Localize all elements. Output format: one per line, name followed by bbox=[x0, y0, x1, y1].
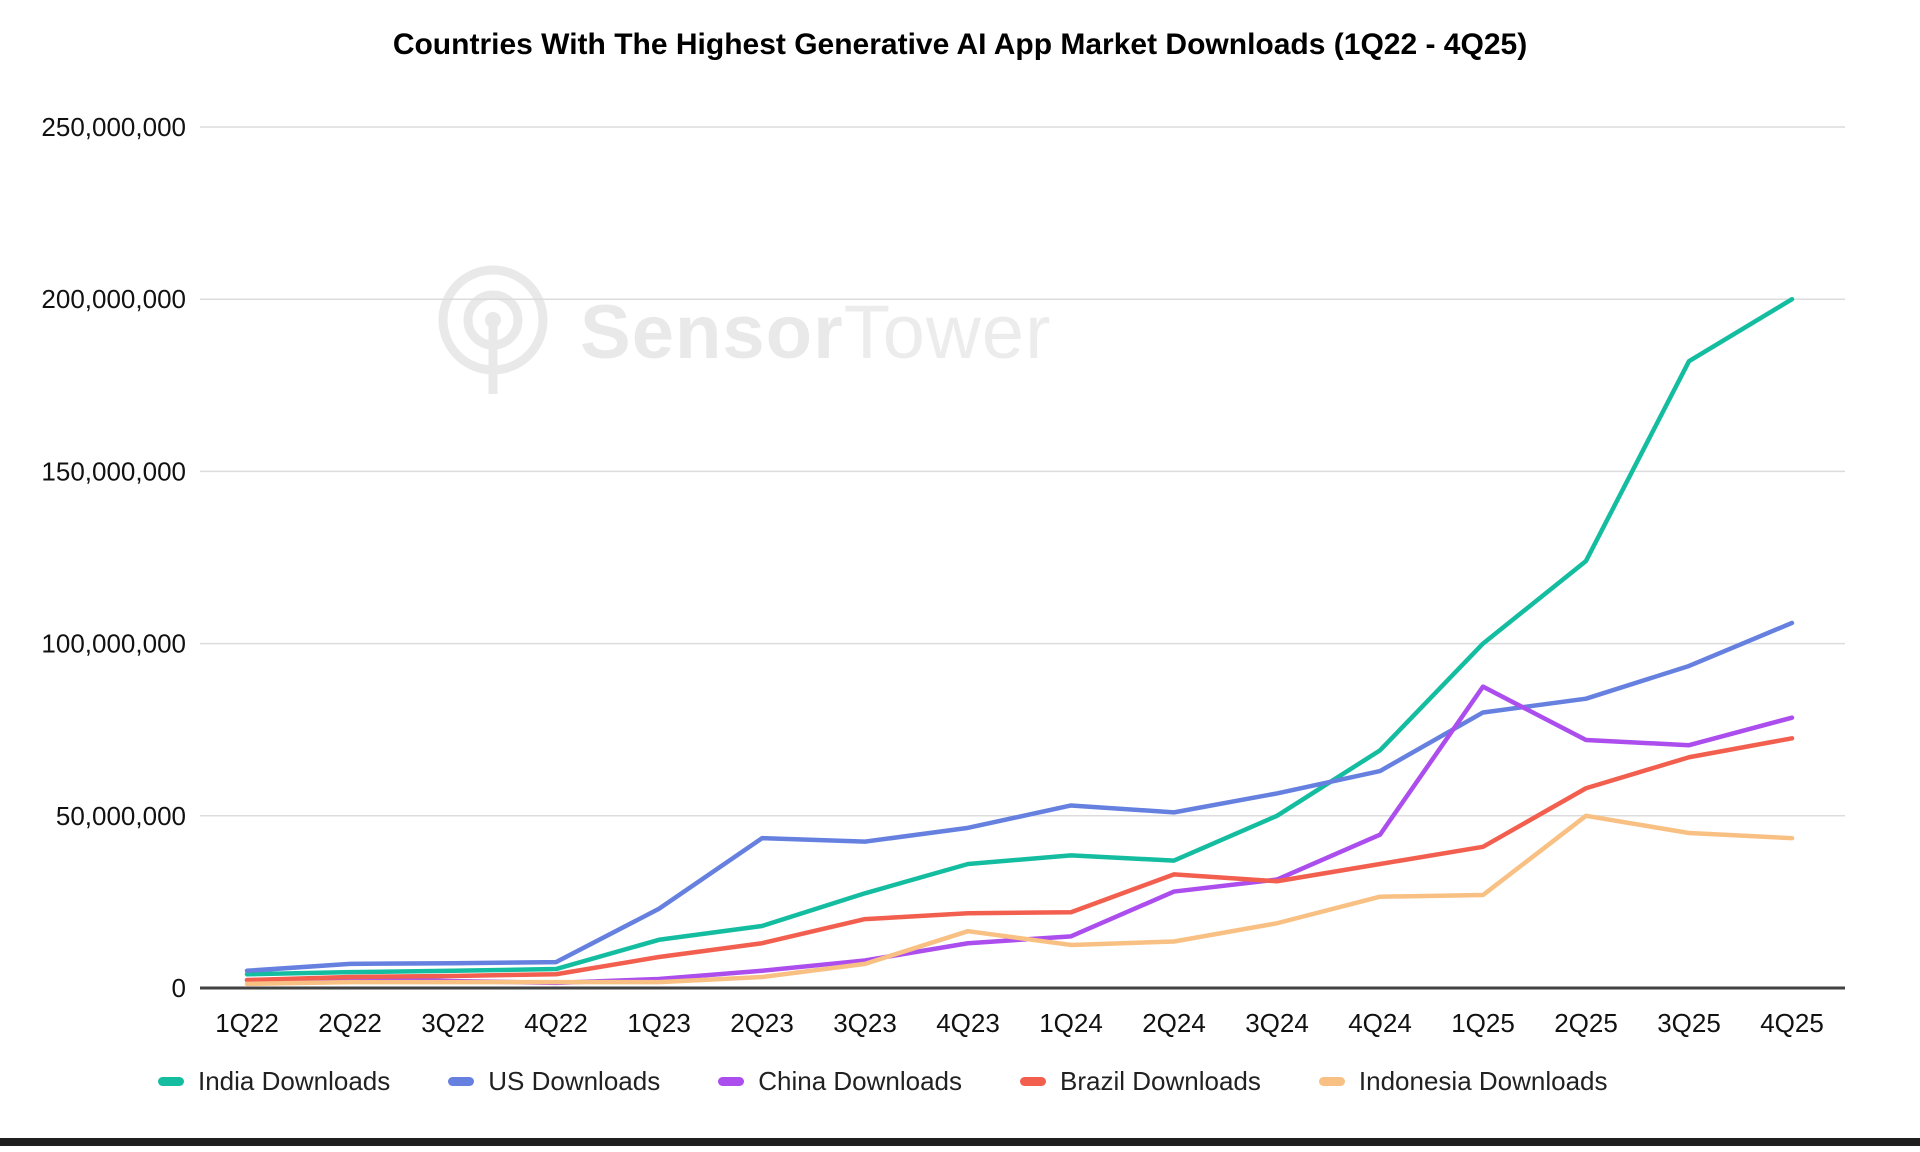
y-tick-label: 250,000,000 bbox=[41, 112, 186, 142]
chart-title: Countries With The Highest Generative AI… bbox=[392, 28, 1528, 61]
x-tick-label: 1Q22 bbox=[215, 1008, 279, 1038]
legend-swatch-us bbox=[448, 1077, 475, 1086]
legend-swatch-indonesia bbox=[1318, 1077, 1345, 1086]
series-line-brazil-downloads bbox=[244, 736, 1795, 983]
legend-swatch-china bbox=[718, 1077, 745, 1086]
legend-item-india: India Downloads bbox=[158, 1066, 390, 1097]
screenshot-bottom-bar bbox=[0, 1138, 1920, 1146]
x-tick-label: 4Q24 bbox=[1348, 1008, 1412, 1038]
legend-label-china: China Downloads bbox=[758, 1066, 963, 1096]
legend-item-china: China Downloads bbox=[718, 1066, 962, 1097]
x-tick-label: 2Q23 bbox=[730, 1008, 794, 1038]
x-tick-label: 3Q25 bbox=[1657, 1008, 1721, 1038]
x-tick-label: 3Q23 bbox=[833, 1008, 897, 1038]
legend-item-brazil: Brazil Downloads bbox=[1020, 1066, 1261, 1097]
sensor-tower-logo-icon bbox=[432, 262, 554, 403]
legend-label-indonesia: Indonesia Downloads bbox=[1358, 1066, 1608, 1096]
chart-legend: India Downloads US Downloads China Downl… bbox=[158, 1066, 1608, 1097]
y-tick-label: 0 bbox=[172, 973, 186, 1003]
series-line-india-downloads bbox=[244, 296, 1795, 977]
watermark: SensorTower bbox=[432, 262, 1051, 403]
series-line-indonesia-downloads bbox=[244, 813, 1795, 987]
y-tick-label: 150,000,000 bbox=[41, 456, 186, 486]
legend-label-brazil: Brazil Downloads bbox=[1060, 1066, 1261, 1096]
x-tick-label: 2Q25 bbox=[1554, 1008, 1618, 1038]
x-tick-label: 3Q22 bbox=[421, 1008, 485, 1038]
watermark-brand-light: Tower bbox=[843, 289, 1052, 375]
x-tick-label: 1Q25 bbox=[1451, 1008, 1515, 1038]
x-tick-label: 4Q25 bbox=[1760, 1008, 1824, 1038]
legend-label-us: US Downloads bbox=[488, 1066, 661, 1096]
y-tick-label: 100,000,000 bbox=[41, 629, 186, 659]
legend-swatch-india bbox=[158, 1077, 184, 1086]
x-tick-label: 3Q24 bbox=[1245, 1008, 1309, 1038]
x-tick-label: 1Q24 bbox=[1039, 1008, 1103, 1038]
x-tick-label: 1Q23 bbox=[627, 1008, 691, 1038]
legend-label-india: India Downloads bbox=[198, 1066, 391, 1096]
series-line-us-downloads bbox=[244, 620, 1795, 974]
x-tick-label: 4Q23 bbox=[936, 1008, 1000, 1038]
y-tick-label: 200,000,000 bbox=[41, 284, 186, 314]
x-tick-label: 4Q22 bbox=[524, 1008, 588, 1038]
watermark-text: SensorTower bbox=[580, 294, 1051, 371]
y-tick-label: 50,000,000 bbox=[56, 801, 186, 831]
x-tick-label: 2Q24 bbox=[1142, 1008, 1206, 1038]
legend-item-us: US Downloads bbox=[448, 1066, 660, 1097]
legend-swatch-brazil bbox=[1020, 1077, 1047, 1086]
x-tick-label: 2Q22 bbox=[318, 1008, 382, 1038]
watermark-brand-bold: Sensor bbox=[580, 289, 844, 375]
legend-item-indonesia: Indonesia Downloads bbox=[1318, 1066, 1608, 1097]
